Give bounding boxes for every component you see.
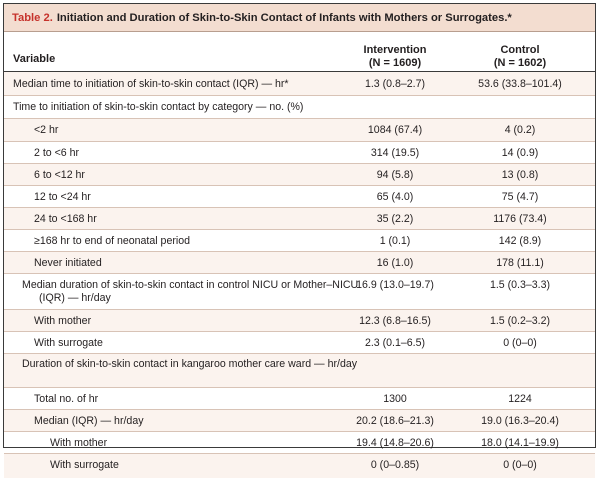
row-intervention: 20.2 (18.6–21.3) [356, 415, 434, 427]
row-intervention: 19.4 (14.8–20.6) [356, 437, 434, 449]
header-control-n: (N = 1602) [493, 57, 547, 69]
table-row: ≥168 hr to end of neonatal period 1 (0.1… [4, 230, 595, 252]
header-intervention: Intervention (N = 1609) [335, 44, 455, 70]
table-row: With surrogate 2.3 (0.1–6.5) 0 (0–0) [4, 332, 595, 354]
row-label: <2 hr [34, 124, 59, 136]
row-label: 12 to <24 hr [34, 191, 91, 203]
row-intervention: 16.9 (13.0–19.7) [356, 279, 434, 291]
row-intervention: 12.3 (6.8–16.5) [359, 315, 431, 327]
row-intervention: 35 (2.2) [376, 213, 414, 225]
row-control: 1176 (73.4) [493, 213, 547, 225]
row-label: Total no. of hr [34, 393, 99, 405]
row-control: 14 (0.9) [501, 147, 539, 159]
row-label: 6 to <12 hr [34, 169, 85, 181]
row-label: Time to initiation of skin-to-skin conta… [13, 101, 304, 113]
table-row: With surrogate 0 (0–0.85) 0 (0–0) [4, 454, 595, 478]
row-intervention: 1.3 (0.8–2.7) [364, 78, 426, 90]
row-intervention: 65 (4.0) [376, 191, 414, 203]
row-label: Never initiated [34, 257, 102, 269]
row-intervention: 2.3 (0.1–6.5) [364, 337, 426, 349]
table-row: Total no. of hr 1300 1224 [4, 388, 595, 410]
table-title: Initiation and Duration of Skin-to-Skin … [56, 11, 512, 24]
table-row: Time to initiation of skin-to-skin conta… [4, 96, 595, 119]
row-control: 13 (0.8) [501, 169, 539, 181]
table-body: Median time to initiation of skin-to-ski… [4, 72, 595, 478]
row-intervention: 16 (1.0) [376, 257, 414, 269]
row-intervention: 1084 (67.4) [367, 124, 423, 136]
table-row: <2 hr 1084 (67.4) 4 (0.2) [4, 119, 595, 142]
row-label: 24 to <168 hr [34, 213, 97, 225]
header-control-label: Control [500, 44, 540, 56]
table-row: With mother 12.3 (6.8–16.5) 1.5 (0.2–3.2… [4, 310, 595, 332]
row-label: ≥168 hr to end of neonatal period [34, 235, 191, 247]
table-row: Never initiated 16 (1.0) 178 (11.1) [4, 252, 595, 274]
table-row: Duration of skin-to-skin contact in kang… [4, 354, 595, 388]
row-intervention: 1 (0.1) [379, 235, 411, 247]
header-intervention-n: (N = 1609) [368, 57, 422, 69]
table-row: Median duration of skin-to-skin contact … [4, 274, 595, 310]
row-label: Median (IQR) — hr/day [34, 415, 144, 427]
table-row: 24 to <168 hr 35 (2.2) 1176 (73.4) [4, 208, 595, 230]
table-row: With mother 19.4 (14.8–20.6) 18.0 (14.1–… [4, 432, 595, 454]
row-control: 19.0 (16.3–20.4) [481, 415, 559, 427]
row-control: 142 (8.9) [498, 235, 542, 247]
header-control: Control (N = 1602) [460, 44, 580, 70]
row-label: With surrogate [34, 337, 103, 349]
row-intervention: 0 (0–0.85) [370, 459, 420, 471]
row-control: 178 (11.1) [496, 257, 544, 269]
row-label: Duration of skin-to-skin contact in kang… [22, 358, 358, 370]
table-row: 2 to <6 hr 314 (19.5) 14 (0.9) [4, 142, 595, 164]
table-header: Variable Intervention (N = 1609) Control… [4, 32, 595, 72]
table-row: 6 to <12 hr 94 (5.8) 13 (0.8) [4, 164, 595, 186]
row-control: 75 (4.7) [501, 191, 539, 203]
row-control: 1.5 (0.2–3.2) [489, 315, 551, 327]
table-label: Table 2. [12, 11, 53, 24]
table-title-bar: Table 2. Initiation and Duration of Skin… [4, 4, 595, 32]
row-intervention: 1300 [383, 393, 407, 405]
table-row: Median time to initiation of skin-to-ski… [4, 72, 595, 96]
row-control: 0 (0–0) [503, 337, 537, 349]
row-label: Median duration of skin-to-skin contact … [22, 279, 359, 304]
row-intervention: 314 (19.5) [370, 147, 420, 159]
header-variable: Variable [13, 53, 56, 65]
row-label: 2 to <6 hr [34, 147, 80, 159]
row-intervention: 94 (5.8) [376, 169, 414, 181]
row-label: With surrogate [50, 459, 119, 471]
row-label: Median time to initiation of skin-to-ski… [13, 78, 289, 90]
row-label: With mother [34, 315, 92, 327]
row-control: 1.5 (0.3–3.3) [489, 279, 551, 291]
row-control: 4 (0.2) [504, 124, 536, 136]
row-label: With mother [50, 437, 108, 449]
row-control: 18.0 (14.1–19.9) [481, 437, 559, 449]
row-control: 0 (0–0) [503, 459, 537, 471]
table-row: 12 to <24 hr 65 (4.0) 75 (4.7) [4, 186, 595, 208]
row-control: 1224 [508, 393, 532, 405]
header-intervention-label: Intervention [363, 44, 427, 56]
row-control: 53.6 (33.8–101.4) [478, 78, 562, 90]
table-frame: Table 2. Initiation and Duration of Skin… [3, 3, 596, 478]
table-row: Median (IQR) — hr/day 20.2 (18.6–21.3) 1… [4, 410, 595, 432]
